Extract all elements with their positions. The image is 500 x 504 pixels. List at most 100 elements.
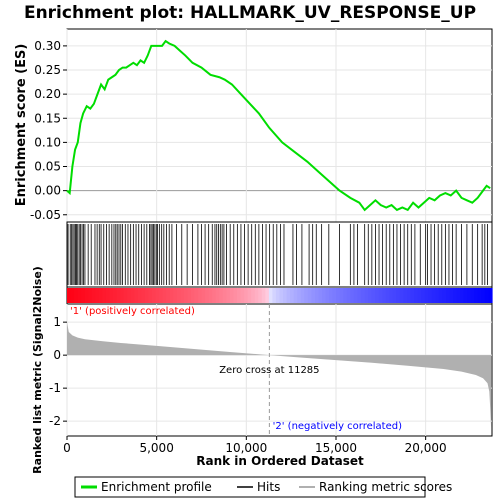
- ranking-color-bar-segment: [247, 288, 252, 303]
- ranking-color-bar-segment: [134, 288, 139, 303]
- es-y-tick-label: 0.10: [34, 135, 61, 149]
- legend-hits-label: Hits: [257, 480, 280, 494]
- ranking-color-bar-segment: [244, 288, 249, 303]
- ranking-color-bar-segment: [198, 288, 203, 303]
- ranking-color-bar-segment: [222, 288, 227, 303]
- ranking-color-bar-segment: [410, 288, 415, 303]
- ranking-color-bar-segment: [357, 288, 362, 303]
- ranking-color-bar-segment: [463, 288, 468, 303]
- rank-panel-frame: [66, 303, 493, 437]
- ranking-color-bar-segment: [290, 288, 295, 303]
- ranking-color-bar-segment: [141, 288, 146, 303]
- ranking-color-bar-segment: [396, 288, 401, 303]
- ranking-color-bar-segment: [488, 288, 493, 303]
- ranking-color-bar-segment: [307, 288, 312, 303]
- ranking-color-bar-segment: [137, 288, 142, 303]
- ranking-color-bar-segment: [332, 288, 337, 303]
- ranking-color-bar-segment: [484, 288, 490, 303]
- ranking-color-bar-segment: [339, 288, 344, 303]
- ranking-color-bar-segment: [470, 288, 475, 303]
- ranking-color-bar-segment: [201, 288, 206, 303]
- ranking-color-bar-segment: [148, 288, 153, 303]
- ranking-color-bar-segment: [368, 288, 373, 303]
- legend-enrichment-label: Enrichment profile: [101, 480, 212, 494]
- ranking-color-bar-segment: [428, 288, 433, 303]
- ranking-color-bar-segment: [417, 288, 422, 303]
- rank-y-tick-label: -1: [49, 381, 61, 395]
- ranking-color-bar-segment: [159, 288, 164, 303]
- ranking-color-bar-segment: [424, 288, 429, 303]
- ranking-color-bar-segment: [254, 288, 259, 303]
- ranking-color-bar-segment: [194, 288, 199, 303]
- enrichment-profile-line: [66, 39, 491, 212]
- ranking-color-bar-segment: [360, 288, 366, 303]
- ranking-color-bar-segment: [353, 288, 359, 303]
- rank-y-tick-label: -2: [49, 414, 61, 428]
- ranking-color-bar-segment: [453, 288, 458, 303]
- chart-title: Enrichment plot: HALLMARK_UV_RESPONSE_UP: [24, 3, 476, 23]
- ranking-color-bar-segment: [449, 288, 454, 303]
- ranking-color-bar-segment: [297, 288, 302, 303]
- ranking-color-bar-segment: [385, 288, 390, 303]
- ranking-color-bar-segment: [84, 288, 89, 303]
- ranking-color-bar-segment: [414, 288, 419, 303]
- ranking-color-bar-segment: [130, 288, 135, 303]
- ranking-color-bar-segment: [438, 288, 444, 303]
- ranking-color-bar-segment: [98, 288, 104, 303]
- ranking-color-bar-segment: [258, 288, 263, 303]
- ranking-color-bar-segment: [237, 288, 242, 303]
- positive-correlation-label: '1' (positively correlated): [70, 306, 195, 317]
- ranking-color-bar-segment: [240, 288, 245, 303]
- ranking-color-bar-segment: [318, 288, 323, 303]
- ranking-color-bar-segment: [77, 288, 82, 303]
- rank-x-tick-label: 5,000: [139, 441, 173, 455]
- ranking-color-bar-segment: [477, 288, 482, 303]
- ranking-color-bar-segment: [371, 288, 376, 303]
- ranking-color-bar-segment: [399, 288, 405, 303]
- ranking-color-bar-segment: [67, 288, 72, 303]
- ranking-color-bar-segment: [329, 288, 334, 303]
- rank-x-label: Rank in Ordered Dataset: [196, 454, 364, 468]
- ranking-color-bar-segment: [403, 288, 408, 303]
- ranking-color-bar-segment: [300, 288, 305, 303]
- ranking-color-bar-segment: [325, 288, 330, 303]
- ranking-color-bar-segment: [166, 288, 171, 303]
- ranking-color-bar-segment: [346, 288, 351, 303]
- ranking-color-bar-segment: [389, 288, 394, 303]
- ranking-color-bar-segment: [226, 288, 231, 303]
- ranking-color-bar-segment: [116, 288, 121, 303]
- ranking-color-bar-segment: [162, 288, 167, 303]
- ranking-color-bar-segment: [442, 288, 447, 303]
- ranking-color-bar-segment: [152, 288, 157, 303]
- ranking-color-bar-segment: [261, 288, 266, 303]
- ranking-color-bar-segment: [88, 288, 93, 303]
- ranking-color-bar-segment: [481, 288, 486, 303]
- ranking-color-bar-segment: [180, 288, 185, 303]
- ranking-color-bar-segment: [219, 288, 224, 303]
- ranking-color-bar-segment: [123, 288, 128, 303]
- ranking-color-bar-segment: [392, 288, 397, 303]
- ranking-color-bar-segment: [215, 288, 220, 303]
- es-y-tick-label: 0.00: [34, 184, 61, 198]
- es-y-tick-label: -0.05: [30, 208, 61, 222]
- ranking-color-bar-segment: [279, 288, 284, 303]
- ranking-color-bar-segment: [169, 288, 174, 303]
- ranking-color-bar-segment: [81, 288, 86, 303]
- ranking-color-bar-segment: [205, 288, 210, 303]
- legend: Enrichment profile Hits Ranking metric s…: [74, 476, 452, 498]
- ranking-color-bar-segment: [467, 288, 472, 303]
- ranking-color-bar-segment: [382, 288, 387, 303]
- ranking-color-bar-segment: [350, 288, 355, 303]
- negative-correlation-label: '2' (negatively correlated): [273, 421, 402, 432]
- ranking-color-bar-segment: [421, 288, 426, 303]
- ranking-color-bar-segment: [102, 288, 107, 303]
- ranking-color-bar-segment: [460, 288, 465, 303]
- ranking-color-bar-segment: [456, 288, 461, 303]
- ranking-color-bar-segment: [120, 288, 125, 303]
- ranking-color-bar-segment: [304, 288, 309, 303]
- ranking-color-bar-segment: [435, 288, 440, 303]
- ranking-color-bar-segment: [283, 288, 288, 303]
- ranking-color-bar-segment: [272, 288, 277, 303]
- ranking-color-bar-segment: [336, 288, 341, 303]
